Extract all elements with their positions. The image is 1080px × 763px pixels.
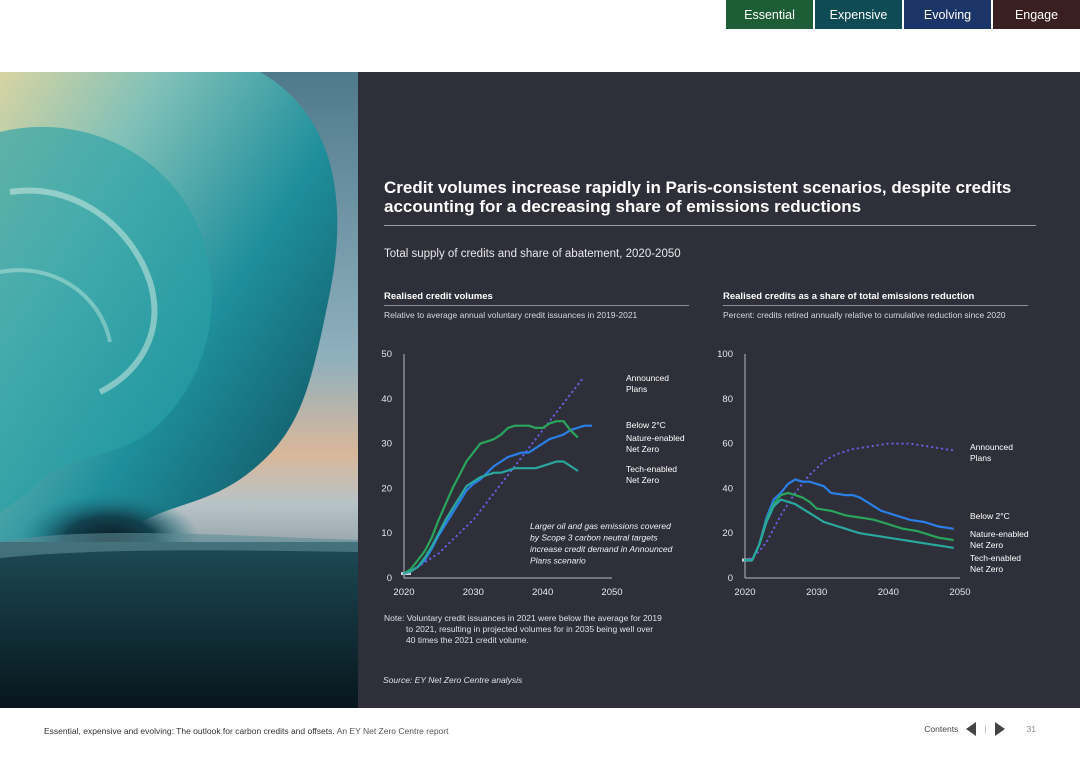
x-tick-label: 2050: [949, 587, 970, 598]
series-line-tech-enabled-net-zero: [743, 498, 954, 562]
nav-separator: |: [984, 724, 987, 734]
series-label: Below 2°C: [970, 511, 1010, 521]
series-line-nature-enabled-net-zero: [743, 491, 954, 562]
series-label: Net Zero: [626, 475, 659, 485]
x-tick-label: 2030: [463, 587, 484, 598]
x-tick-label: 2020: [393, 587, 414, 598]
note-line-3: 40 times the 2021 credit volume.: [406, 635, 529, 645]
series-label: Tech-enabled: [970, 553, 1021, 563]
panel-subtitle: Total supply of credits and share of aba…: [384, 248, 681, 260]
series-label: Below 2°C: [626, 420, 666, 430]
tab-evolving[interactable]: Evolving: [904, 0, 991, 29]
annotation-line: by Scope 3 carbon neutral targets: [530, 533, 658, 543]
series-label: Net Zero: [970, 564, 1003, 574]
y-tick-label: 10: [381, 528, 392, 539]
y-tick-label: 40: [722, 483, 733, 494]
footer-title: Essential, expensive and evolving: The o…: [44, 726, 335, 736]
series-label: Nature-enabled: [626, 433, 685, 443]
page-number: 31: [1026, 724, 1036, 734]
series-line-nature-enabled-net-zero: [402, 420, 579, 575]
source-text: Source: EY Net Zero Centre analysis: [383, 675, 523, 685]
tab-engage[interactable]: Engage: [993, 0, 1080, 29]
left-chart-divider: [384, 305, 689, 306]
series-label: Announced: [970, 442, 1013, 452]
series-label: Net Zero: [970, 540, 1003, 550]
y-tick-label: 50: [381, 349, 392, 360]
chart-note: Note: Voluntary credit issuances in 2021…: [384, 613, 704, 646]
left-chart-heading: Realised credit volumes: [384, 291, 493, 302]
wave-illustration: [0, 72, 358, 708]
tab-essential[interactable]: Essential: [726, 0, 813, 29]
tab-expensive[interactable]: Expensive: [815, 0, 902, 29]
left-chart-description: Relative to average annual voluntary cre…: [384, 310, 638, 320]
next-page-icon[interactable]: [994, 722, 1005, 736]
y-tick-label: 80: [722, 394, 733, 405]
x-tick-label: 2020: [734, 587, 755, 598]
series-line-announced-plans: [744, 442, 954, 562]
y-tick-label: 60: [722, 439, 733, 450]
previous-page-icon[interactable]: [966, 722, 977, 736]
x-tick-label: 2040: [532, 587, 553, 598]
wave-image: [0, 72, 358, 708]
right-chart-divider: [723, 305, 1028, 306]
y-tick-label: 20: [381, 483, 392, 494]
y-tick-label: 40: [381, 394, 392, 405]
y-tick-label: 0: [387, 573, 392, 584]
y-tick-label: 30: [381, 439, 392, 450]
footer-navigation: Contents | 31: [924, 722, 1036, 736]
series-label: Tech-enabled: [626, 464, 677, 474]
right-chart-heading: Realised credits as a share of total emi…: [723, 291, 975, 302]
y-tick-label: 0: [728, 573, 733, 584]
series-label: Nature-enabled: [970, 529, 1029, 539]
series-label: Plans: [970, 453, 991, 463]
series-line-tech-enabled-net-zero: [402, 460, 579, 575]
y-tick-label: 100: [717, 349, 733, 360]
footer-report-title: Essential, expensive and evolving: The o…: [44, 726, 448, 736]
series-line-below-2-c: [743, 478, 954, 562]
contents-link[interactable]: Contents: [924, 724, 959, 734]
annotation-line: Larger oil and gas emissions covered: [530, 521, 671, 531]
x-tick-label: 2030: [806, 587, 827, 598]
footer-subtitle: An EY Net Zero Centre report: [336, 726, 449, 736]
series-line-announced-plans: [403, 375, 586, 575]
top-nav-tabs: Essential Expensive Evolving Engage: [726, 0, 1080, 29]
note-line-2: to 2021, resulting in projected volumes …: [406, 624, 654, 634]
y-tick-label: 20: [722, 528, 733, 539]
note-line-1: Voluntary credit issuances in 2021 were …: [406, 613, 662, 623]
annotation-line: Plans scenario: [530, 556, 586, 566]
series-label: Net Zero: [626, 444, 659, 454]
annotation-line: increase credit demand in Announced: [530, 544, 673, 554]
series-label: Announced: [626, 373, 669, 383]
series-label: Plans: [626, 384, 647, 394]
panel-title: Credit volumes increase rapidly in Paris…: [384, 178, 1012, 216]
x-tick-label: 2040: [878, 587, 899, 598]
note-prefix: Note:: [384, 613, 405, 623]
x-tick-label: 2050: [601, 587, 622, 598]
right-chart-description: Percent: credits retired annually relati…: [723, 310, 1006, 320]
title-divider: [384, 225, 1036, 226]
